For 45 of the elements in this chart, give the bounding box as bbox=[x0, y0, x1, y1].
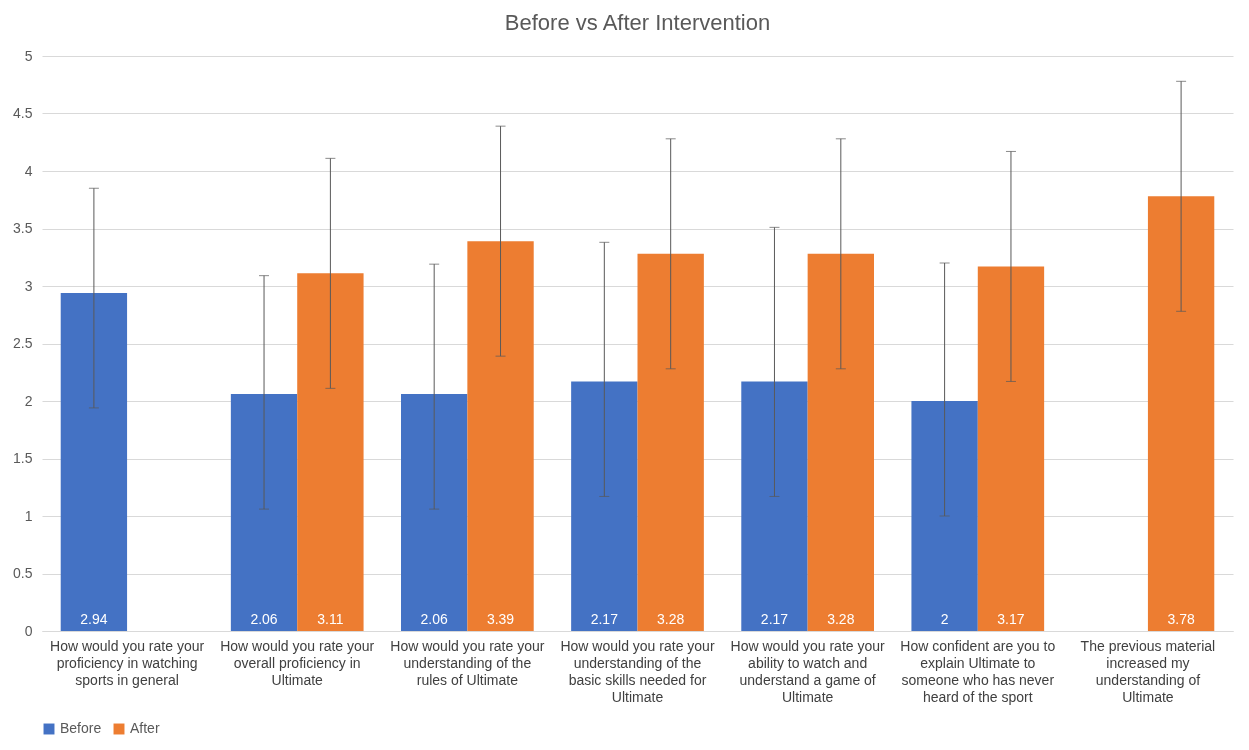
data-label: 3.39 bbox=[486, 611, 515, 627]
bar bbox=[297, 273, 364, 631]
bar bbox=[637, 253, 704, 631]
x-tick-label: How confident are you to explain Ultimate to someone who has never heard of the sport bbox=[900, 637, 1056, 705]
x-tick-label: How would you rate your understanding of the rules of Ultimate bbox=[390, 637, 545, 688]
x-tick-label: The previous material increased my understanding of Ultimate bbox=[1080, 637, 1216, 705]
y-tick-label: 4 bbox=[24, 162, 33, 179]
y-tick-label: 3 bbox=[24, 277, 33, 294]
bar bbox=[977, 266, 1045, 631]
bar bbox=[1147, 196, 1215, 631]
bar bbox=[741, 381, 808, 631]
data-label: 3.28 bbox=[657, 611, 685, 627]
legend-label: Before bbox=[60, 720, 102, 736]
data-label: 3.11 bbox=[317, 611, 344, 627]
y-tick-label: 2.5 bbox=[13, 335, 33, 351]
bar bbox=[401, 394, 468, 631]
y-tick-label: 5 bbox=[24, 47, 33, 64]
data-label: 2.17 bbox=[590, 611, 619, 627]
y-tick-label: 1 bbox=[24, 507, 33, 524]
data-label: 3.28 bbox=[827, 611, 855, 627]
y-tick-label: 2 bbox=[24, 392, 33, 409]
data-label: 2.06 bbox=[420, 611, 449, 627]
x-tick-label: How would you rate your ability to watch and understand a game of Ultimate bbox=[730, 637, 886, 705]
y-tick-label: 0.5 bbox=[13, 565, 33, 581]
y-tick-label: 0 bbox=[24, 622, 33, 639]
data-label: 2.94 bbox=[80, 611, 108, 627]
y-tick-label: 3.5 bbox=[13, 220, 33, 236]
bar bbox=[911, 401, 978, 631]
data-label: 2.17 bbox=[760, 611, 789, 627]
bar bbox=[467, 241, 534, 631]
x-tick-label: How would you rate your proficiency in watching sports in general bbox=[50, 637, 205, 688]
bar bbox=[807, 253, 874, 631]
bar bbox=[571, 381, 638, 631]
data-label: 2.06 bbox=[250, 611, 278, 627]
x-tick-label: How would you rate your understanding of the basic skills needed for Ultimate bbox=[560, 637, 715, 705]
bar bbox=[60, 292, 128, 631]
legend-label: After bbox=[130, 720, 160, 736]
data-label: 3.17 bbox=[997, 611, 1025, 627]
x-tick-label: How would you rate your overall proficiency in Ultimate bbox=[220, 637, 375, 688]
data-label: 3.78 bbox=[1167, 611, 1195, 627]
y-tick-label: 1.5 bbox=[13, 450, 33, 466]
y-tick-label: 4.5 bbox=[13, 105, 33, 121]
data-label: 2 bbox=[940, 611, 949, 627]
chart-title: Before vs After Intervention bbox=[504, 10, 771, 35]
bar bbox=[230, 394, 298, 631]
